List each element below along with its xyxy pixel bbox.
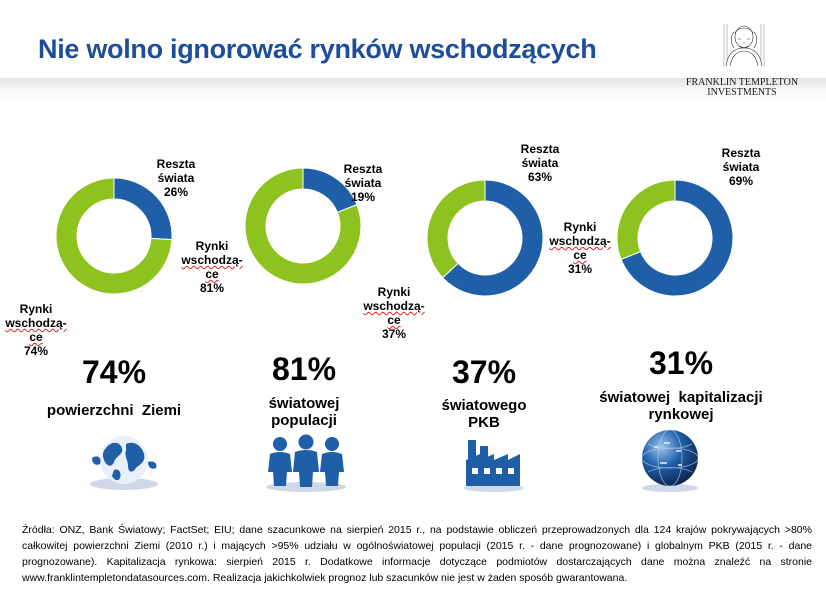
earth-sphere-icon xyxy=(641,429,699,492)
stat-caption-gdp: światowego PKB xyxy=(424,397,544,431)
rest-label-line: świata xyxy=(344,176,382,190)
stat-value-population: 81% xyxy=(271,351,337,387)
stat-caption-land: powierzchni Ziemi xyxy=(24,402,204,419)
donut-chart-gdp xyxy=(426,179,544,297)
donut-slice-emerging-markets xyxy=(426,179,486,279)
stat-caption-population: światowej populacji xyxy=(244,395,364,429)
donut-chart-market-cap xyxy=(616,179,734,297)
emerging-label-2: Rynki wschodzą- ce 81% xyxy=(180,239,244,295)
emerging-label-value: 81% xyxy=(199,281,225,295)
header-divider xyxy=(0,78,826,104)
rest-label-3: Reszta świata 63% xyxy=(510,142,570,184)
stat-value-gdp: 37% xyxy=(451,354,517,390)
company-logo: FRANKLIN TEMPLETON INVESTMENTS xyxy=(672,22,812,98)
rest-label-value: 26% xyxy=(163,185,189,199)
rest-label-line: świata xyxy=(157,171,195,185)
people-icon xyxy=(266,434,346,492)
emerging-label-line: Rynki xyxy=(19,302,53,316)
stat-value-land: 74% xyxy=(81,354,147,390)
emerging-label-line: Rynki xyxy=(563,220,597,234)
logo-text: FRANKLIN TEMPLETON INVESTMENTS xyxy=(672,78,812,98)
rest-label-line: świata xyxy=(722,160,760,174)
donut-slice-rest-of-world xyxy=(442,179,544,297)
emerging-label-line: ce xyxy=(387,313,401,327)
rest-label-value: 69% xyxy=(728,174,754,188)
emerging-label-value: 31% xyxy=(567,262,593,276)
donut-slice-emerging-markets xyxy=(616,179,676,261)
rest-label-line: Reszta xyxy=(721,146,761,160)
emerging-label-line: ce xyxy=(29,330,43,344)
emerging-label-value: 37% xyxy=(381,327,407,341)
page-title: Nie wolno ignorować rynków wschodzących xyxy=(38,34,597,64)
emerging-label-line: wschodzą- xyxy=(549,234,611,248)
stat-caption-line: światowej kapitalizacji xyxy=(599,389,763,406)
donut-slice-emerging-markets xyxy=(55,177,173,295)
emerging-label-line: wschodzą- xyxy=(363,299,425,313)
rest-label-1: Reszta świata 26% xyxy=(146,157,206,199)
stat-value-market-cap: 31% xyxy=(648,345,714,381)
stat-caption-line: światowej xyxy=(268,395,340,412)
donut-slice-emerging-markets xyxy=(244,167,362,285)
stat-caption-line: populacji xyxy=(271,412,337,429)
stat-caption-line: powierzchni Ziemi xyxy=(46,402,182,419)
emerging-label-line: ce xyxy=(573,248,587,262)
donut-slice-rest-of-world xyxy=(620,179,734,297)
source-footnote: Źródła: ONZ, Bank Światowy; FactSet; EIU… xyxy=(22,524,812,584)
rest-label-line: Reszta xyxy=(156,157,196,171)
globe-icon xyxy=(90,436,158,490)
stat-caption-line: PKB xyxy=(468,414,500,431)
emerging-label-4: Rynki wschodzą- ce 31% xyxy=(548,220,612,276)
logo-line-1: FRANKLIN TEMPLETON xyxy=(685,77,799,88)
rest-label-value: 19% xyxy=(350,190,376,204)
stat-caption-market-cap: światowej kapitalizacji rynkowej xyxy=(586,389,776,423)
portrait-icon xyxy=(722,22,766,68)
emerging-label-3: Rynki wschodzą- ce 37% xyxy=(362,285,426,341)
rest-label-2: Reszta świata 19% xyxy=(333,162,393,204)
emerging-label-value: 74% xyxy=(23,344,49,358)
rest-label-line: świata xyxy=(521,156,559,170)
rest-label-line: Reszta xyxy=(520,142,560,156)
emerging-label-line: wschodzą- xyxy=(181,253,243,267)
factory-icon xyxy=(464,440,524,492)
emerging-label-line: ce xyxy=(205,267,219,281)
rest-label-4: Reszta świata 69% xyxy=(711,146,771,188)
rest-label-line: Reszta xyxy=(343,162,383,176)
rest-label-value: 63% xyxy=(527,170,553,184)
emerging-label-1: Rynki wschodzą- ce 74% xyxy=(4,302,68,358)
stat-caption-line: rynkowej xyxy=(648,406,714,423)
emerging-label-line: Rynki xyxy=(377,285,411,299)
stat-caption-line: światowego xyxy=(441,397,527,414)
emerging-label-line: wschodzą- xyxy=(5,316,67,330)
emerging-label-line: Rynki xyxy=(195,239,229,253)
donut-chart-land-area xyxy=(55,177,173,295)
donut-chart-population xyxy=(244,167,362,285)
logo-line-2: INVESTMENTS xyxy=(707,87,777,98)
